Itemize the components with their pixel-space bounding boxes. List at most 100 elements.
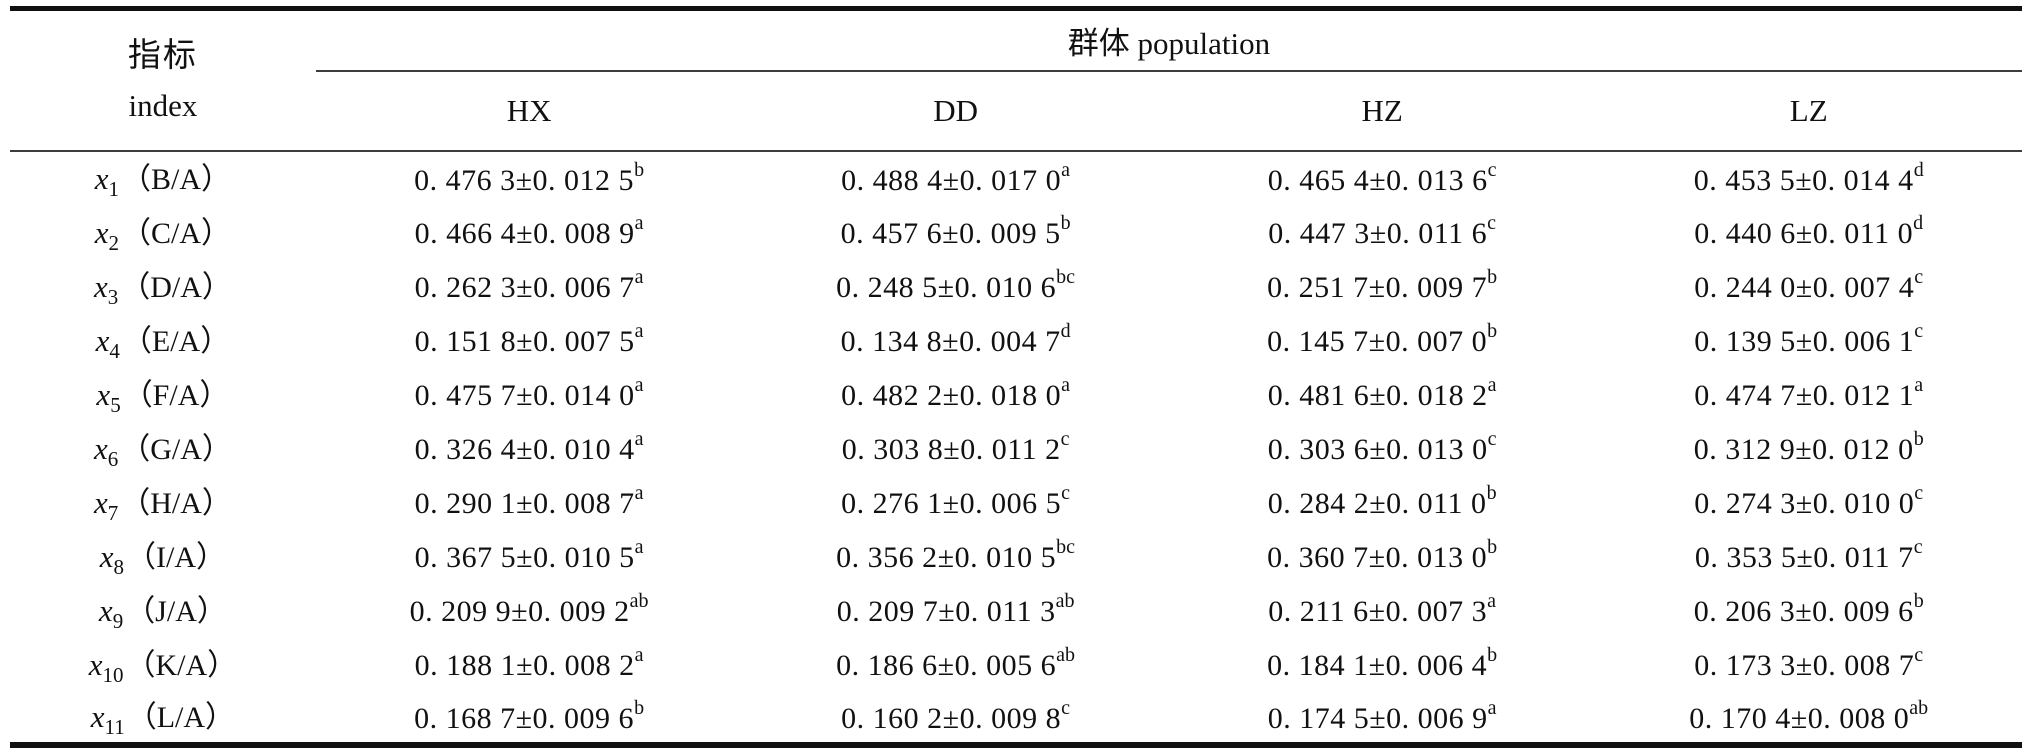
table-header: 指标 index 群体 population HX DD HZ LZ xyxy=(10,8,2022,152)
cell-sig: b xyxy=(1913,428,1924,450)
row-label: x4（E/A） xyxy=(10,313,316,367)
value-cell: 0. 466 4±0. 008 9a xyxy=(316,205,743,259)
table-row: x8（I/A） 0. 367 5±0. 010 5a 0. 356 2±0. 0… xyxy=(10,529,2022,583)
table-row: x11（L/A） 0. 168 7±0. 009 6b 0. 160 2±0. … xyxy=(10,691,2022,745)
value-cell: 0. 476 3±0. 012 5b xyxy=(316,151,743,205)
value-cell: 0. 474 7±0. 012 1a xyxy=(1595,367,2022,421)
row-label: x1（B/A） xyxy=(10,151,316,205)
cell-value: 0. 482 2±0. 018 0 xyxy=(841,379,1062,412)
cell-value: 0. 211 6±0. 007 3 xyxy=(1268,595,1488,628)
cell-value: 0. 173 3±0. 008 7 xyxy=(1694,649,1915,682)
value-cell: 0. 170 4±0. 008 0ab xyxy=(1595,691,2022,745)
cell-value: 0. 174 5±0. 006 9 xyxy=(1267,701,1488,735)
value-cell: 0. 303 8±0. 011 2c xyxy=(742,421,1169,475)
value-cell: 0. 139 5±0. 006 1c xyxy=(1595,313,2022,367)
cell-value: 0. 303 6±0. 013 0 xyxy=(1267,433,1488,466)
cell-value: 0. 360 7±0. 013 0 xyxy=(1267,541,1488,574)
row-ratio: （C/A） xyxy=(121,216,232,250)
row-sub: 6 xyxy=(107,446,119,471)
table-row: x2（C/A） 0. 466 4±0. 008 9a 0. 457 6±0. 0… xyxy=(10,205,2022,259)
cell-sig: ab xyxy=(1056,644,1076,666)
row-label: x7（H/A） xyxy=(10,475,316,529)
row-var: x xyxy=(94,161,109,196)
row-label: x9（J/A） xyxy=(10,583,316,637)
cell-value: 0. 248 5±0. 010 6 xyxy=(836,271,1057,304)
cell-value: 0. 284 2±0. 011 0 xyxy=(1267,487,1487,520)
value-cell: 0. 465 4±0. 013 6c xyxy=(1169,151,1596,205)
cell-sig: a xyxy=(1061,374,1071,396)
cell-sig: a xyxy=(634,266,644,288)
table-row: x5（F/A） 0. 475 7±0. 014 0a 0. 482 2±0. 0… xyxy=(10,367,2022,421)
cell-value: 0. 209 9±0. 009 2 xyxy=(409,595,630,628)
value-cell: 0. 251 7±0. 009 7b xyxy=(1169,259,1596,313)
row-label: x5（F/A） xyxy=(10,367,316,421)
row-ratio: （H/A） xyxy=(120,486,232,520)
value-cell: 0. 184 1±0. 006 4b xyxy=(1169,637,1596,691)
cell-sig: a xyxy=(1914,374,1924,396)
row-label: x3（D/A） xyxy=(10,259,316,313)
population-header-hx: HX xyxy=(315,70,743,152)
cell-sig: a xyxy=(1061,158,1071,181)
value-cell: 0. 284 2±0. 011 0b xyxy=(1169,475,1596,529)
value-cell: 0. 481 6±0. 018 2a xyxy=(1169,367,1596,421)
value-cell: 0. 360 7±0. 013 0b xyxy=(1169,529,1596,583)
value-cell: 0. 303 6±0. 013 0c xyxy=(1169,421,1596,475)
value-cell: 0. 209 7±0. 011 3ab xyxy=(742,583,1169,637)
cell-sig: c xyxy=(1487,428,1497,450)
value-cell: 0. 312 9±0. 012 0b xyxy=(1595,421,2022,475)
row-label: x11（L/A） xyxy=(10,691,316,745)
row-sub: 2 xyxy=(108,230,120,255)
cell-value: 0. 186 6±0. 005 6 xyxy=(836,649,1057,682)
cell-sig: a xyxy=(1487,696,1497,719)
cell-value: 0. 326 4±0. 010 4 xyxy=(414,433,635,466)
cell-sig: b xyxy=(1487,536,1498,558)
cell-value: 0. 488 4±0. 017 0 xyxy=(841,163,1062,197)
cell-value: 0. 312 9±0. 012 0 xyxy=(1693,433,1914,466)
row-sub: 4 xyxy=(109,338,120,363)
row-var: x xyxy=(93,484,108,520)
cell-value: 0. 447 3±0. 011 6 xyxy=(1268,217,1488,250)
value-cell: 0. 244 0±0. 007 4c xyxy=(1595,259,2022,313)
value-cell: 0. 482 2±0. 018 0a xyxy=(742,367,1169,421)
cell-sig: bc xyxy=(1056,266,1076,288)
row-sub: 3 xyxy=(107,284,119,309)
value-cell: 0. 475 7±0. 014 0a xyxy=(316,367,743,421)
table-row: x3（D/A） 0. 262 3±0. 006 7a 0. 248 5±0. 0… xyxy=(10,259,2022,313)
cell-sig: ab xyxy=(1909,696,1929,719)
row-sub: 10 xyxy=(102,662,124,687)
row-ratio: （J/A） xyxy=(125,594,227,628)
row-var: x xyxy=(95,322,110,358)
cell-sig: b xyxy=(1487,266,1498,288)
cell-value: 0. 244 0±0. 007 4 xyxy=(1694,271,1915,304)
cell-value: 0. 453 5±0. 014 4 xyxy=(1693,163,1914,197)
value-cell: 0. 457 6±0. 009 5b xyxy=(742,205,1169,259)
cell-sig: c xyxy=(1914,644,1924,666)
cell-sig: a xyxy=(634,644,644,666)
row-ratio: （K/A） xyxy=(125,648,238,682)
cell-sig: c xyxy=(1061,482,1071,504)
cell-value: 0. 262 3±0. 006 7 xyxy=(414,271,635,304)
cell-sig: c xyxy=(1061,696,1071,719)
cell-sig: d xyxy=(1060,320,1071,342)
value-cell: 0. 188 1±0. 008 2a xyxy=(316,637,743,691)
cell-sig: b xyxy=(1060,212,1071,234)
cell-value: 0. 353 5±0. 011 7 xyxy=(1694,541,1914,574)
row-label: x8（I/A） xyxy=(10,529,316,583)
cell-sig: a xyxy=(634,482,644,504)
row-var: x xyxy=(93,268,108,304)
row-label: x10（K/A） xyxy=(10,637,316,691)
value-cell: 0. 356 2±0. 010 5bc xyxy=(742,529,1169,583)
population-header-lz: LZ xyxy=(1595,70,2022,152)
value-cell: 0. 453 5±0. 014 4d xyxy=(1595,151,2022,205)
cell-sig: c xyxy=(1914,266,1924,288)
index-column-header: 指标 index xyxy=(10,8,316,152)
cell-value: 0. 251 7±0. 009 7 xyxy=(1267,271,1488,304)
cell-value: 0. 466 4±0. 008 9 xyxy=(414,217,635,250)
cell-value: 0. 145 7±0. 007 0 xyxy=(1267,325,1488,358)
row-var: x xyxy=(88,646,103,682)
value-cell: 0. 262 3±0. 006 7a xyxy=(316,259,743,313)
table-row: x10（K/A） 0. 188 1±0. 008 2a 0. 186 6±0. … xyxy=(10,637,2022,691)
row-ratio: （L/A） xyxy=(126,701,236,734)
value-cell: 0. 290 1±0. 008 7a xyxy=(316,475,743,529)
row-sub: 9 xyxy=(112,608,124,633)
